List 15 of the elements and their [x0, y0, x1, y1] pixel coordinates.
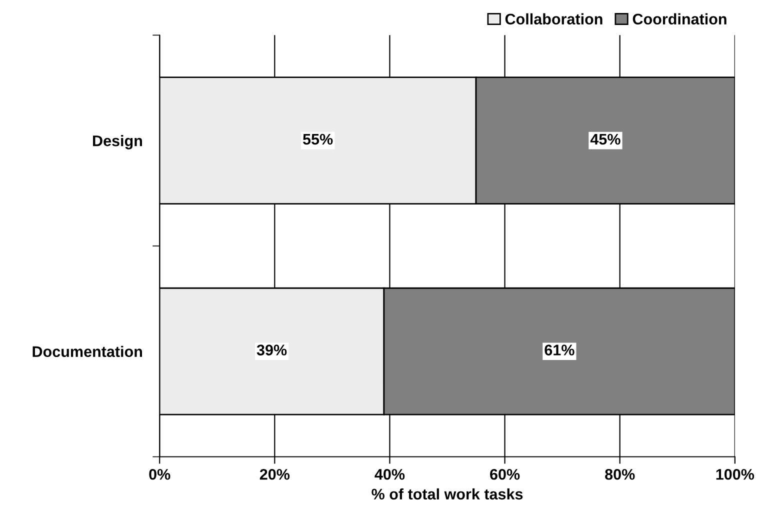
x-tick-label: 20%	[260, 468, 290, 480]
y-tick-label: Design	[93, 135, 142, 150]
data-label: 39%	[256, 344, 287, 356]
data-label: 61%	[544, 344, 574, 356]
data-label: 55%	[302, 134, 333, 145]
x-tick-label: 60%	[490, 468, 520, 480]
y-tick-label: Documentation	[32, 346, 142, 358]
x-tick-label: 0%	[149, 468, 170, 480]
x-tick-label: 40%	[374, 468, 405, 480]
legend-label: Collaboration	[505, 13, 602, 25]
x-tick-label: 80%	[605, 468, 635, 480]
x-tick-label: 100%	[716, 468, 754, 480]
x-axis-title: % of total work tasks	[372, 488, 523, 500]
data-label: 45%	[590, 134, 620, 145]
legend-label: Coordination	[632, 13, 726, 25]
